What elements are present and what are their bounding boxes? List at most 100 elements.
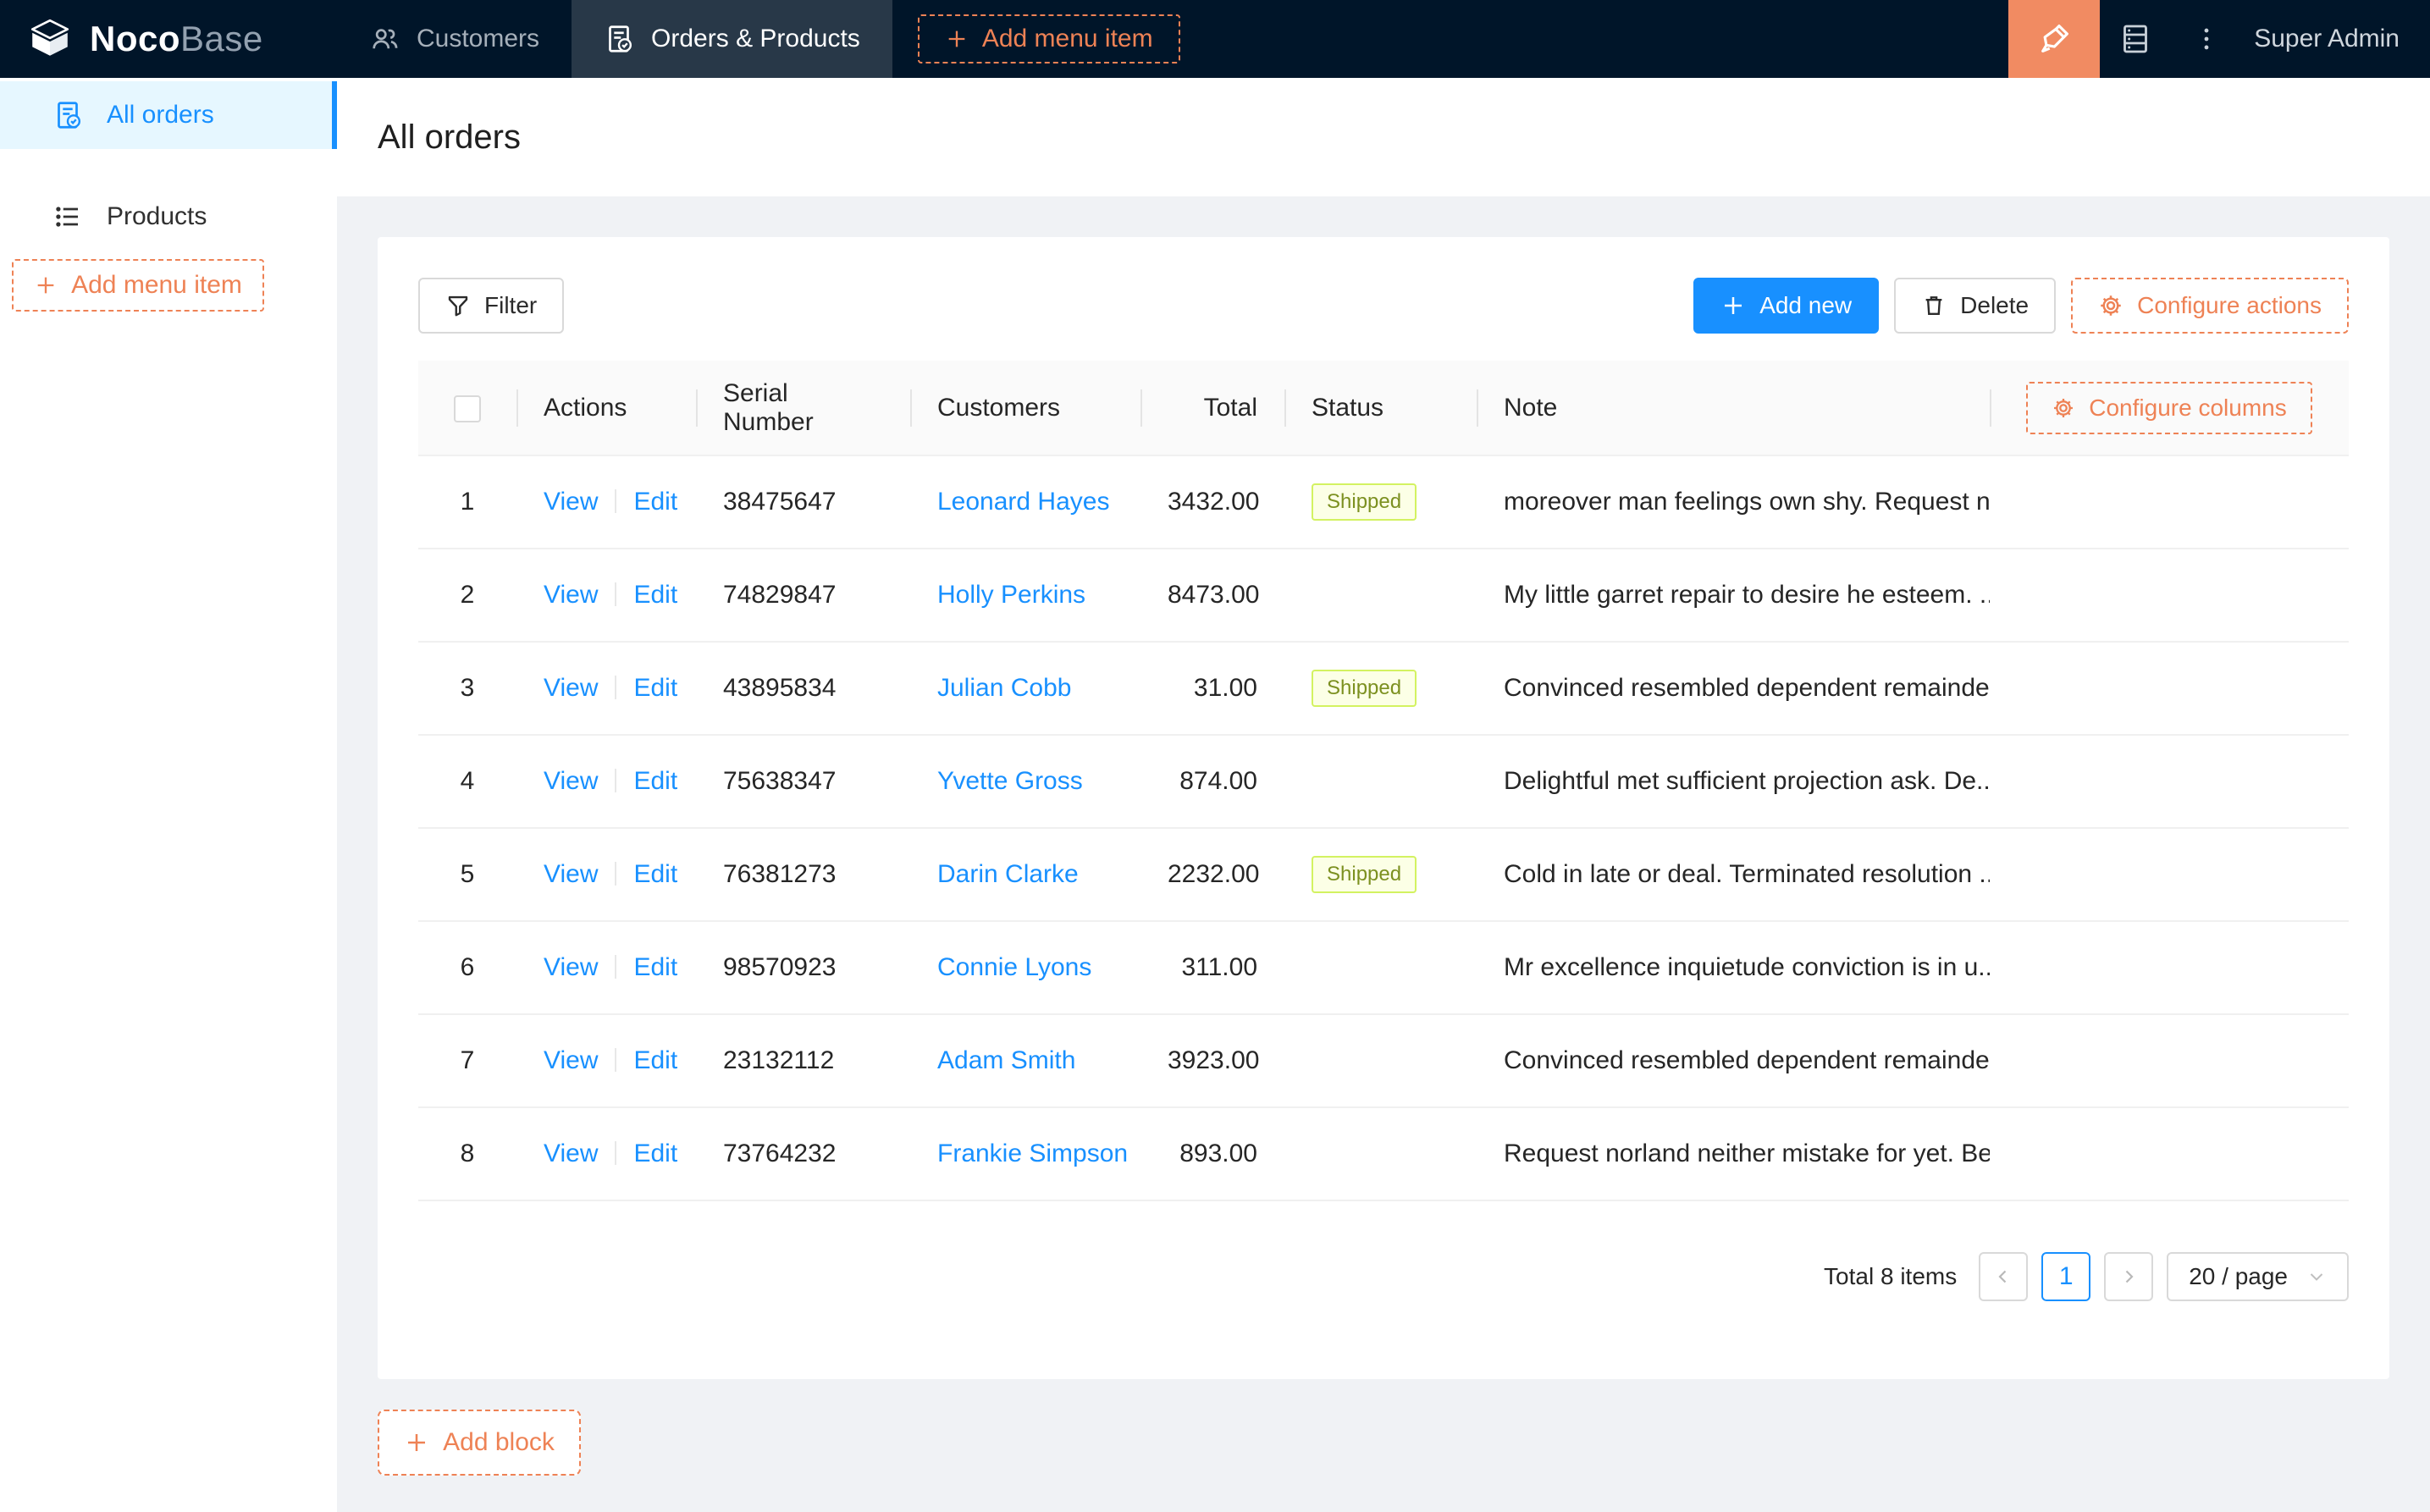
view-link[interactable]: View (544, 1140, 599, 1167)
top-navbar: NocoBase Customers Orders & Products (0, 0, 2430, 78)
table-row[interactable]: 7 View Edit 23132112 Adam Smith 3923.00 C… (418, 1014, 2349, 1108)
column-header-status: Status (1284, 361, 1477, 456)
next-page-button[interactable] (2104, 1252, 2154, 1301)
sidebar-item-products[interactable]: Products (0, 183, 337, 251)
add-new-button[interactable]: Add new (1693, 278, 1880, 334)
team-icon (373, 29, 398, 49)
edit-link[interactable]: Edit (633, 674, 678, 702)
view-link[interactable]: View (544, 674, 599, 702)
status-cell: Shipped (1284, 455, 1477, 549)
main-menu: Customers Orders & Products Add menu ite… (337, 0, 1180, 78)
view-link[interactable]: View (544, 581, 599, 609)
filter-button[interactable]: Filter (418, 278, 565, 334)
previous-page-button[interactable] (1979, 1252, 2029, 1301)
customer-cell: Julian Cobb (910, 642, 1140, 736)
customer-cell: Holly Perkins (910, 549, 1140, 643)
status-cell (1284, 735, 1477, 829)
plus-icon (1725, 297, 1742, 314)
empty-cell (1990, 1014, 2349, 1108)
plus-icon (37, 277, 54, 294)
add-menu-item-button-sidebar[interactable]: Add menu item (12, 259, 264, 312)
table-row[interactable]: 4 View Edit 75638347 Yvette Gross 874.00 … (418, 735, 2349, 829)
page-number-button[interactable]: 1 (2041, 1252, 2091, 1301)
action-divider (615, 862, 617, 886)
nocobase-logo[interactable]: NocoBase (0, 0, 337, 78)
action-divider (615, 489, 617, 513)
action-divider (615, 955, 617, 979)
table-header-row: Actions Serial Number Customers Total St… (418, 361, 2349, 456)
status-cell: Shipped (1284, 642, 1477, 736)
configure-actions-button[interactable]: Configure actions (2071, 278, 2349, 334)
add-block-button[interactable]: Add block (378, 1410, 581, 1476)
customer-link[interactable]: Yvette Gross (937, 767, 1083, 795)
empty-cell (1990, 1107, 2349, 1201)
edit-link[interactable]: Edit (633, 953, 678, 981)
more-actions-button[interactable] (2171, 0, 2242, 78)
edit-link[interactable]: Edit (633, 1140, 678, 1167)
page-size-select[interactable]: 20 / page (2167, 1252, 2349, 1301)
edit-link[interactable]: Edit (633, 860, 678, 888)
view-link[interactable]: View (544, 488, 599, 516)
table-row[interactable]: 6 View Edit 98570923 Connie Lyons 311.00 … (418, 921, 2349, 1015)
nav-tab-label: Customers (417, 25, 540, 52)
total-cell: 2232.00 (1140, 828, 1284, 922)
orders-table-block: Filter Add new Delete (378, 237, 2389, 1379)
edit-link[interactable]: Edit (633, 767, 678, 795)
row-index: 7 (418, 1014, 516, 1108)
note-cell: Cold in late or deal. Terminated resolut… (1477, 828, 1990, 922)
empty-cell (1990, 735, 2349, 829)
table-row[interactable]: 8 View Edit 73764232 Frankie Simpson 893.… (418, 1107, 2349, 1201)
view-link[interactable]: View (544, 953, 599, 981)
sidebar-item-all-orders[interactable]: All orders (0, 81, 337, 149)
file-done-icon (58, 102, 80, 129)
chevron-down-icon (2310, 1273, 2323, 1281)
user-menu[interactable]: Super Admin (2254, 25, 2400, 52)
customer-link[interactable]: Frankie Simpson (937, 1140, 1129, 1167)
row-index: 3 (418, 642, 516, 736)
ui-editor-button[interactable] (2008, 0, 2101, 78)
customer-cell: Connie Lyons (910, 921, 1140, 1015)
edit-link[interactable]: Edit (633, 1046, 678, 1074)
table-row[interactable]: 1 View Edit 38475647 Leonard Hayes 3432.0… (418, 455, 2349, 549)
edit-link[interactable]: Edit (633, 581, 678, 609)
status-tag: Shipped (1312, 670, 1417, 707)
gear-icon (2101, 295, 2121, 316)
table-row[interactable]: 5 View Edit 76381273 Darin Clarke 2232.00… (418, 828, 2349, 922)
delete-button[interactable]: Delete (1894, 278, 2057, 334)
pagination-total: Total 8 items (1824, 1263, 1958, 1289)
serial-cell: 75638347 (696, 735, 910, 829)
action-divider (615, 769, 617, 792)
customer-link[interactable]: Connie Lyons (937, 953, 1092, 981)
customer-link[interactable]: Julian Cobb (937, 674, 1072, 702)
row-index: 8 (418, 1107, 516, 1201)
customer-link[interactable]: Holly Perkins (937, 581, 1086, 609)
nav-tab-customers[interactable]: Customers (337, 0, 572, 78)
actions-cell: View Edit (516, 828, 696, 922)
customer-link[interactable]: Darin Clarke (937, 860, 1079, 888)
column-header-actions: Actions (516, 361, 696, 456)
main-area: All orders Filter Add new (337, 78, 2430, 1512)
note-cell: Mr excellence inquietude conviction is i… (1477, 921, 1990, 1015)
total-cell: 874.00 (1140, 735, 1284, 829)
configure-columns-button[interactable]: Configure columns (2026, 381, 2312, 434)
view-link[interactable]: View (544, 860, 599, 888)
view-link[interactable]: View (544, 1046, 599, 1074)
serial-cell: 23132112 (696, 1014, 910, 1108)
logo-text: NocoBase (90, 19, 263, 58)
select-all-checkbox[interactable] (454, 395, 481, 422)
view-link[interactable]: View (544, 767, 599, 795)
serial-cell: 73764232 (696, 1107, 910, 1201)
status-tag: Shipped (1312, 856, 1417, 893)
add-menu-item-button-navbar[interactable]: Add menu item (917, 14, 1180, 63)
nav-tab-orders-products[interactable]: Orders & Products (572, 0, 892, 78)
table-row[interactable]: 2 View Edit 74829847 Holly Perkins 8473.0… (418, 549, 2349, 643)
serial-cell: 98570923 (696, 921, 910, 1015)
customer-link[interactable]: Adam Smith (937, 1046, 1076, 1074)
table-row[interactable]: 3 View Edit 43895834 Julian Cobb 31.00 Sh… (418, 642, 2349, 736)
plugin-manager-button[interactable] (2100, 0, 2171, 78)
table-toolbar: Filter Add new Delete (418, 278, 2349, 334)
actions-cell: View Edit (516, 1014, 696, 1108)
customer-link[interactable]: Leonard Hayes (937, 488, 1110, 516)
filter-icon (448, 295, 468, 317)
edit-link[interactable]: Edit (633, 488, 678, 516)
